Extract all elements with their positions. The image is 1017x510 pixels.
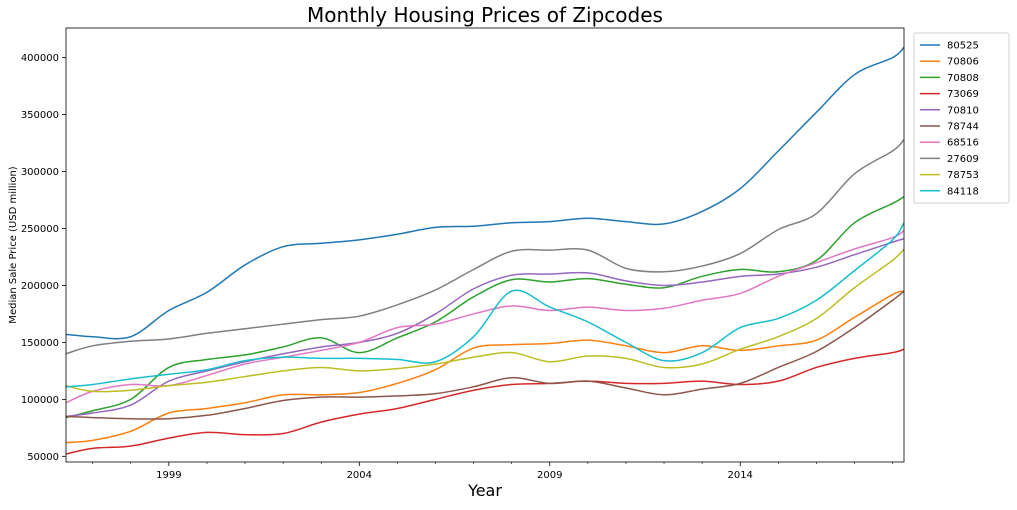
series-line-73069 [65,348,905,455]
x-tick-label: 1999 [156,470,181,481]
series-line-80525 [65,46,905,340]
legend-label: 78753 [947,170,979,181]
legend-label: 70806 [947,57,979,68]
legend: 80525 70806 70808 73069 70810 78744 68516 27609… [913,32,1010,204]
series-line-78744 [65,290,905,420]
y-tick-label: 50000 [27,452,59,463]
y-tick-label: 200000 [21,281,59,292]
axis-ticks: 50000 100000 150000 200000 250000 300000 35000… [21,53,893,481]
series-lines [65,46,905,455]
series-line-78753 [65,248,905,393]
plot-frame [65,27,905,463]
series-line-68516 [65,230,905,404]
y-tick-label: 150000 [21,338,59,349]
legend-label: 84118 [947,186,979,197]
x-tick-label: 2014 [727,470,752,481]
legend-box [913,32,1010,204]
y-tick-label: 300000 [21,167,59,178]
series-line-27609 [65,139,905,355]
y-tick-label: 250000 [21,224,59,235]
legend-label: 27609 [947,154,979,165]
y-tick-label: 100000 [21,395,59,406]
series-line-70808 [65,195,905,419]
legend-label: 73069 [947,89,979,100]
x-tick-label: 2004 [347,470,372,481]
legend-label: 68516 [947,138,979,149]
chart-title: Monthly Housing Prices of Zipcodes [307,3,663,27]
series-line-84118 [65,222,905,388]
legend-label: 70808 [947,73,979,84]
y-tick-label: 350000 [21,110,59,121]
x-axis-label: Year [467,481,502,500]
series-line-70810 [65,238,905,418]
legend-label: 78744 [947,122,979,133]
legend-label: 80525 [947,41,979,52]
x-tick-label: 2009 [537,470,562,481]
y-tick-label: 400000 [21,53,59,64]
legend-label: 70810 [947,105,979,116]
y-axis-label: Median Sale Price (USD million) [8,166,19,323]
series-line-70806 [65,290,905,444]
